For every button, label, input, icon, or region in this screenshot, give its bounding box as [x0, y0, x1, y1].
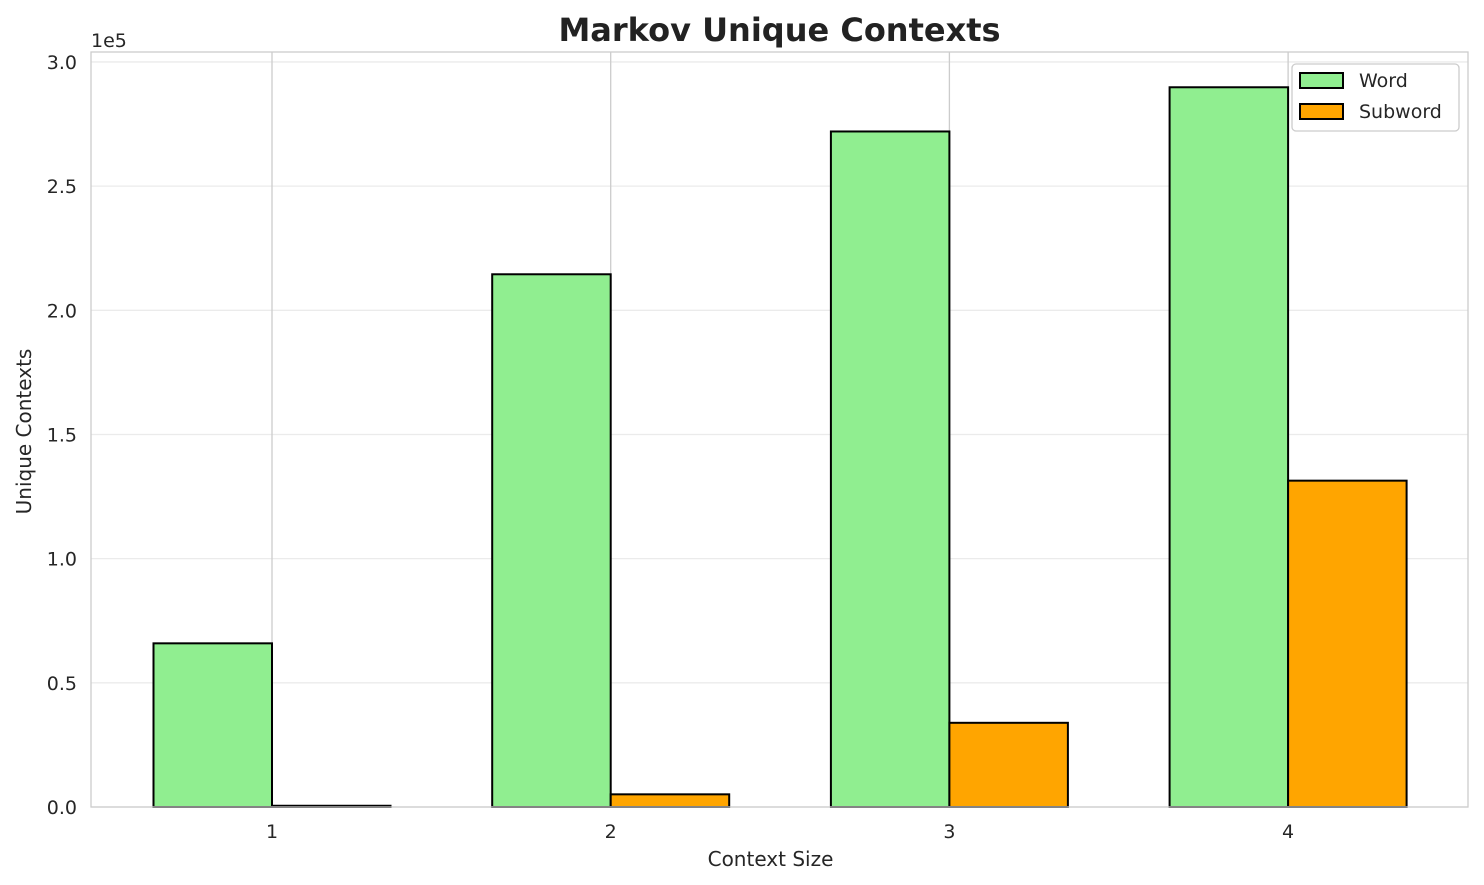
y-tick-label: 0.5: [47, 673, 77, 695]
x-axis: 1 2 3 4: [266, 821, 1294, 843]
legend-swatch-subword: [1299, 103, 1344, 120]
bar-word-3: [829, 130, 951, 808]
bar-word-4: [1168, 86, 1290, 809]
x-tick-label: 1: [266, 821, 278, 843]
legend-swatch-word: [1299, 72, 1344, 89]
legend-label-subword: Subword: [1359, 101, 1442, 123]
y-tick-label: 1.0: [47, 549, 77, 571]
bar-subword-2: [609, 793, 731, 808]
y-tick-label: 3.0: [47, 52, 77, 74]
y-offset-label: 1e5: [91, 30, 127, 52]
y-axis: 0.0 0.5 1.0 1.5 2.0 2.5 3.0: [47, 52, 77, 819]
chart-title: Markov Unique Contexts: [558, 11, 1000, 49]
y-tick-label: 0.0: [47, 797, 77, 819]
y-tick-label: 1.5: [47, 424, 77, 446]
bar-word-1: [152, 642, 273, 808]
x-tick-label: 2: [605, 821, 617, 843]
bar-word-2: [491, 273, 612, 808]
legend: Word Subword: [1291, 63, 1460, 132]
x-tick-label: 3: [943, 821, 955, 843]
legend-label-word: Word: [1359, 70, 1408, 92]
bars: [152, 86, 1408, 809]
x-tick-label: 4: [1282, 821, 1294, 843]
plot-frame: [90, 51, 1469, 808]
bar-subword-4: [1287, 479, 1408, 808]
y-axis-label: Unique Contexts: [12, 349, 36, 515]
y-tick-label: 2.5: [47, 176, 77, 198]
y-tick-label: 2.0: [47, 300, 77, 322]
x-axis-label: Context Size: [708, 847, 834, 871]
bar-subword-3: [948, 721, 1069, 808]
